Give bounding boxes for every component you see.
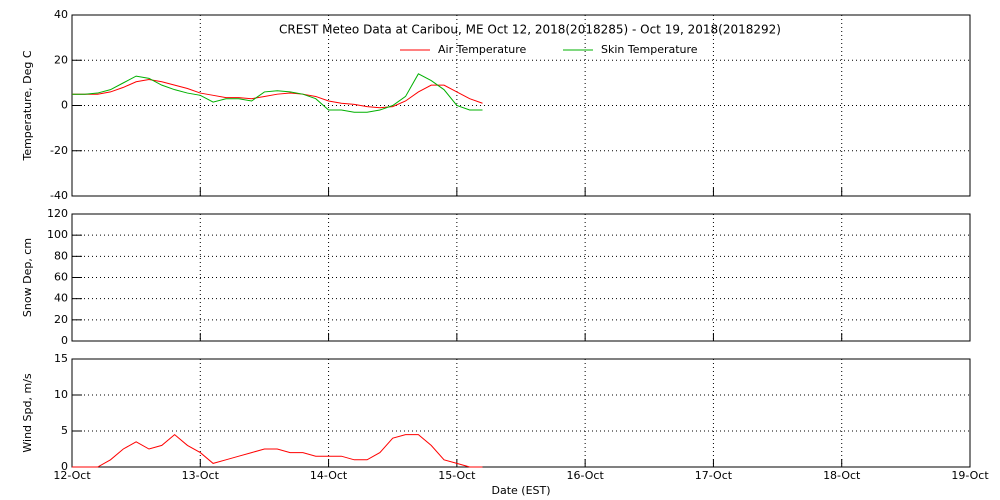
- legend-label: Skin Temperature: [601, 43, 698, 56]
- x-tick-label: 18-Oct: [823, 469, 861, 482]
- y-tick-label: -40: [50, 189, 68, 202]
- y-tick-label: 40: [54, 292, 68, 305]
- x-tick-label: 13-Oct: [182, 469, 220, 482]
- y-tick-label: 10: [54, 388, 68, 401]
- x-tick-label: 19-Oct: [951, 469, 989, 482]
- x-tick-label: 16-Oct: [566, 469, 604, 482]
- y-axis-label: Temperature, Deg C: [21, 50, 34, 161]
- y-tick-label: 60: [54, 271, 68, 284]
- x-tick-label: 14-Oct: [310, 469, 348, 482]
- y-tick-label: 80: [54, 249, 68, 262]
- data-line: [72, 433, 483, 468]
- data-line: [72, 73, 483, 113]
- plot-frame: [71, 358, 971, 468]
- data-line: [72, 78, 483, 109]
- y-tick-label: 0: [61, 460, 68, 473]
- y-tick-label: 100: [47, 228, 68, 241]
- x-tick-label: 12-Oct: [53, 469, 91, 482]
- y-tick-label: 15: [54, 352, 68, 365]
- y-tick-label: 120: [47, 207, 68, 220]
- y-axis-label: Wind Spd, m/s: [21, 373, 34, 453]
- y-tick-label: 0: [61, 334, 68, 347]
- y-tick-label: 20: [54, 313, 68, 326]
- x-axis-label: Date (EST): [491, 484, 550, 497]
- chart-title: CREST Meteo Data at Caribou, ME Oct 12, …: [279, 23, 781, 37]
- x-tick-label: 15-Oct: [438, 469, 476, 482]
- y-tick-label: 0: [61, 99, 68, 112]
- legend-label: Air Temperature: [438, 43, 527, 56]
- y-tick-label: -20: [50, 144, 68, 157]
- y-axis-label: Snow Dep, cm: [21, 238, 34, 317]
- x-tick-label: 17-Oct: [695, 469, 733, 482]
- y-tick-label: 5: [61, 424, 68, 437]
- y-tick-label: 40: [54, 8, 68, 21]
- y-tick-label: 20: [54, 53, 68, 66]
